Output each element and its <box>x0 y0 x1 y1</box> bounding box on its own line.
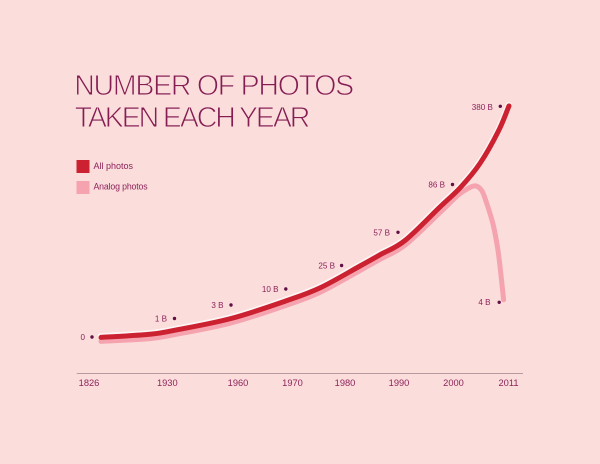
svg-text:380 B: 380 B <box>472 103 493 112</box>
svg-text:25 B: 25 B <box>318 262 335 271</box>
svg-text:1826: 1826 <box>79 378 100 388</box>
svg-text:2011: 2011 <box>499 378 519 388</box>
svg-text:3 B: 3 B <box>211 301 223 310</box>
svg-text:10 B: 10 B <box>262 285 279 294</box>
svg-text:57 B: 57 B <box>373 228 390 237</box>
svg-text:Analog photos: Analog photos <box>94 182 149 192</box>
svg-text:1980: 1980 <box>335 378 356 388</box>
svg-text:1 B: 1 B <box>155 315 167 324</box>
svg-text:2000: 2000 <box>443 378 464 388</box>
svg-text:TAKEN EACH YEAR: TAKEN EACH YEAR <box>75 102 310 134</box>
svg-text:0: 0 <box>80 333 85 342</box>
svg-text:All photos: All photos <box>94 161 134 171</box>
svg-text:1970: 1970 <box>282 378 303 388</box>
svg-text:4 B: 4 B <box>478 298 490 307</box>
svg-text:NUMBER OF PHOTOS: NUMBER OF PHOTOS <box>74 70 353 102</box>
svg-text:1960: 1960 <box>228 378 249 388</box>
svg-text:1930: 1930 <box>157 378 178 388</box>
svg-text:1990: 1990 <box>389 378 410 388</box>
svg-text:86 B: 86 B <box>428 181 445 190</box>
